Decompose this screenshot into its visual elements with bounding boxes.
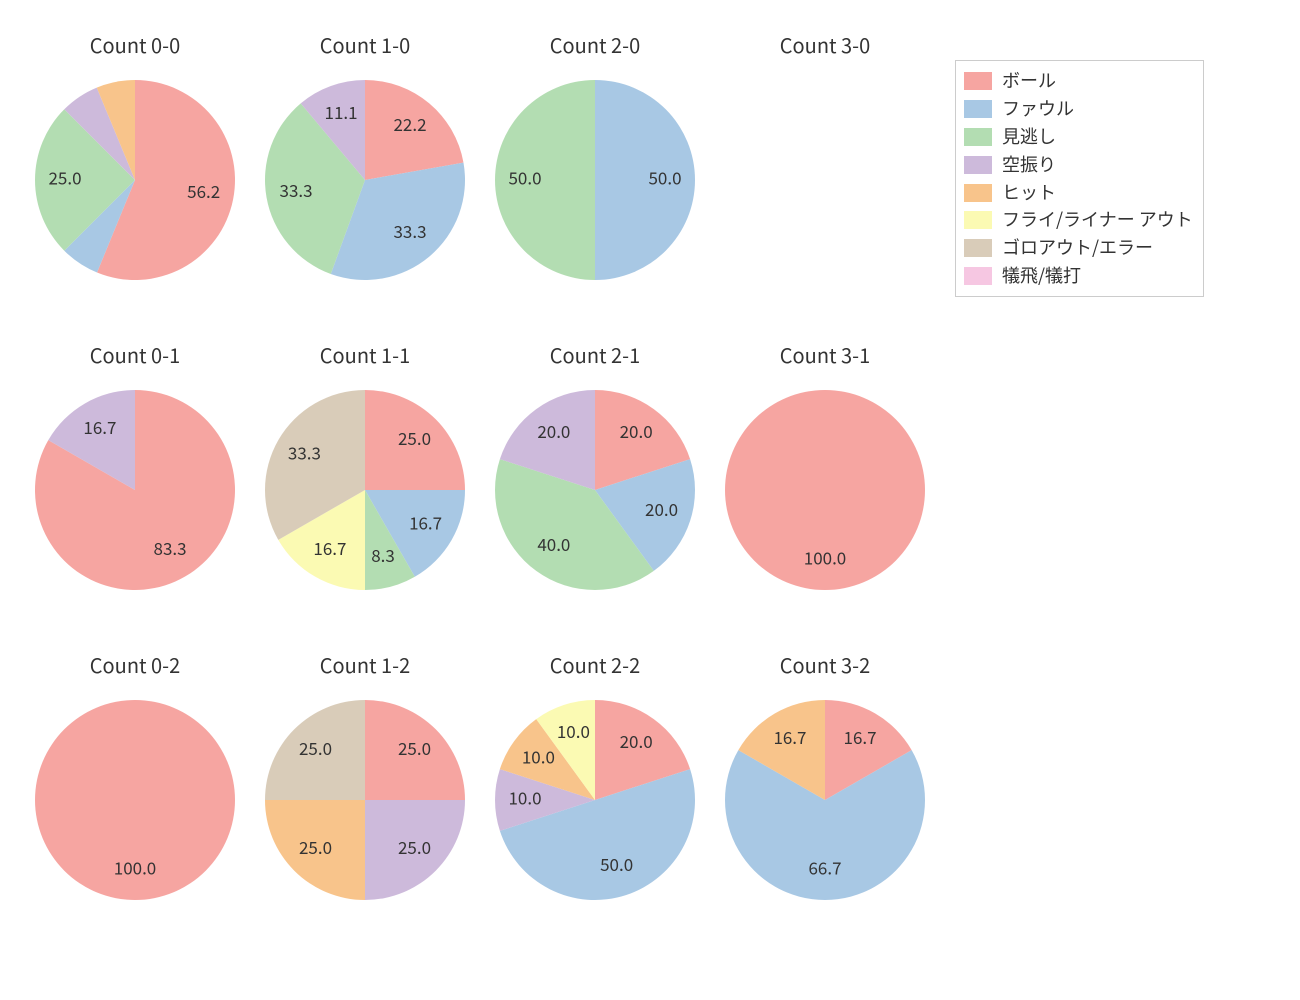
chart-title: Count 2-2 xyxy=(480,650,710,679)
chart-title: Count 0-2 xyxy=(20,650,250,679)
slice-label: 20.0 xyxy=(620,728,653,753)
slice-label: 56.2 xyxy=(187,178,220,203)
slice-label: 20.0 xyxy=(620,418,653,443)
slice-label: 22.2 xyxy=(393,111,426,136)
legend-label: ボール xyxy=(1002,67,1056,95)
legend-swatch xyxy=(964,128,992,146)
slice-label: 25.0 xyxy=(48,165,81,190)
slice-label: 20.0 xyxy=(537,418,570,443)
legend-item: ファウル xyxy=(964,95,1193,123)
legend-swatch xyxy=(964,239,992,257)
legend-label: ファウル xyxy=(1002,95,1074,123)
slice-label: 100.0 xyxy=(804,545,846,570)
legend-item: フライ/ライナー アウト xyxy=(964,206,1193,234)
slice-label: 16.7 xyxy=(773,724,806,749)
slice-label: 33.3 xyxy=(393,218,426,243)
slice-label: 50.0 xyxy=(648,165,681,190)
legend-label: 見逃し xyxy=(1002,123,1056,151)
slice-label: 25.0 xyxy=(398,735,431,760)
slice-label: 16.7 xyxy=(409,510,442,535)
slice-label: 11.1 xyxy=(325,99,358,124)
legend-label: ゴロアウト/エラー xyxy=(1002,234,1153,262)
chart-title: Count 2-1 xyxy=(480,340,710,369)
legend-item: 犠飛/犠打 xyxy=(964,262,1193,290)
chart-title: Count 0-0 xyxy=(20,30,250,59)
pie-chart: 83.3 16.7 xyxy=(15,370,255,610)
chart-title: Count 3-0 xyxy=(710,30,940,59)
pie-chart: 16.7 66.7 16.7 xyxy=(705,680,945,920)
legend-swatch xyxy=(964,184,992,202)
legend-label: フライ/ライナー アウト xyxy=(1002,206,1193,234)
slice-label: 25.0 xyxy=(398,425,431,450)
legend-item: ゴロアウト/エラー xyxy=(964,234,1193,262)
pie-chart: 20.0 20.0 40.0 20.0 xyxy=(475,370,715,610)
pie-chart: 100.0 xyxy=(705,370,945,610)
slice-label: 16.7 xyxy=(83,414,116,439)
pie-chart: 22.2 33.3 33.3 11.1 xyxy=(245,60,485,300)
slice-label: 8.3 xyxy=(371,542,395,567)
pie-chart: 56.2 25.0 xyxy=(15,60,255,300)
slice-label: 10.0 xyxy=(557,718,590,743)
pie-chart: 25.0 16.7 8.3 16.7 33.3 xyxy=(245,370,485,610)
chart-title: Count 3-1 xyxy=(710,340,940,369)
legend-item: 空振り xyxy=(964,151,1193,179)
legend-label: 空振り xyxy=(1002,151,1056,179)
legend-item: ボール xyxy=(964,67,1193,95)
chart-title: Count 2-0 xyxy=(480,30,710,59)
slice-label: 20.0 xyxy=(645,496,678,521)
legend: ボールファウル見逃し空振りヒットフライ/ライナー アウトゴロアウト/エラー犠飛/… xyxy=(955,60,1204,297)
slice-label: 25.0 xyxy=(398,834,431,859)
pie-chart: 25.0 25.0 25.0 25.0 xyxy=(245,680,485,920)
slice-label: 25.0 xyxy=(299,735,332,760)
slice-label: 83.3 xyxy=(154,535,187,560)
legend-swatch xyxy=(964,100,992,118)
legend-item: 見逃し xyxy=(964,123,1193,151)
pie-chart: 50.0 50.0 xyxy=(475,60,715,300)
legend-item: ヒット xyxy=(964,179,1193,207)
slice-label: 16.7 xyxy=(844,724,877,749)
slice-label: 25.0 xyxy=(299,834,332,859)
legend-label: 犠飛/犠打 xyxy=(1002,262,1081,290)
legend-swatch xyxy=(964,156,992,174)
slice-label: 33.3 xyxy=(280,177,313,202)
pie-chart: 100.0 xyxy=(15,680,255,920)
slice-label: 40.0 xyxy=(537,531,570,556)
slice-label: 66.7 xyxy=(808,855,841,880)
chart-title: Count 3-2 xyxy=(710,650,940,679)
slice-label: 33.3 xyxy=(288,440,321,465)
legend-swatch xyxy=(964,211,992,229)
slice-label: 10.0 xyxy=(508,785,541,810)
legend-swatch xyxy=(964,72,992,90)
chart-title: Count 1-0 xyxy=(250,30,480,59)
chart-title: Count 1-2 xyxy=(250,650,480,679)
slice-label: 10.0 xyxy=(522,743,555,768)
legend-label: ヒット xyxy=(1002,179,1056,207)
slice-label: 50.0 xyxy=(508,165,541,190)
slice-label: 16.7 xyxy=(313,535,346,560)
slice-label: 100.0 xyxy=(114,855,156,880)
pie-chart: 20.050.010.010.010.0 xyxy=(475,680,715,920)
legend-swatch xyxy=(964,267,992,285)
slice-label: 50.0 xyxy=(600,851,633,876)
chart-grid: Count 0-0 56.2 25.0 Count 1-0 22.2 33.3 33.3 11… xyxy=(0,0,1300,1000)
chart-title: Count 1-1 xyxy=(250,340,480,369)
chart-title: Count 0-1 xyxy=(20,340,250,369)
